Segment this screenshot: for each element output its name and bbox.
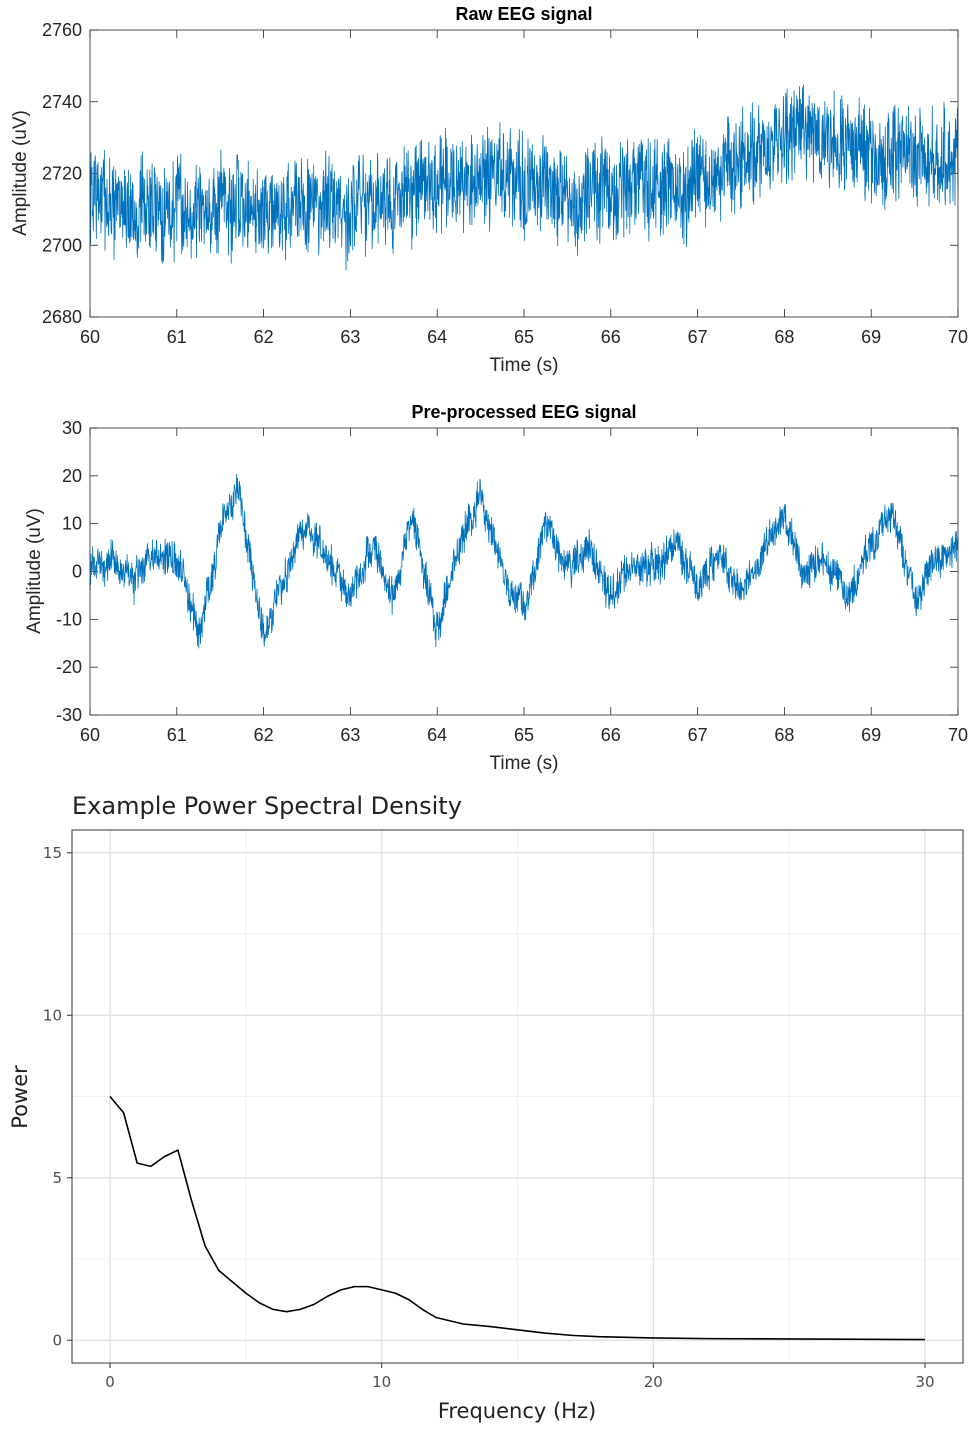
y-tick-label: 30 [62,418,82,438]
x-tick-labels: 60 61 62 63 64 65 66 67 68 69 70 [80,327,968,347]
y-tick-label: 2740 [42,92,82,112]
x-tick-label: 69 [861,725,881,745]
y-tick-label: 2700 [42,235,82,255]
x-tick-label: 63 [340,725,360,745]
y-tick-labels: 0 5 10 15 [43,844,62,1350]
x-tick-label: 68 [774,327,794,347]
y-tick-labels: -30 -20 -10 0 10 20 30 [56,418,82,725]
preprocessed-eeg-chart: Pre-processed EEG signal 60 61 62 63 64 65 66 6… [24,402,968,774]
x-tick-labels: 60 61 62 63 64 65 66 67 68 69 70 [80,725,968,745]
psd-chart: Example Power Spectral Density 0 10 20 30 0… [8,792,964,1423]
series-line [109,1095,925,1341]
raw-eeg-chart: Raw EEG signal 60 61 62 63 64 65 66 67 68 69 70 26… [10,4,968,376]
x-tick-label: 68 [774,725,794,745]
x-tick-label: 10 [372,1373,391,1391]
series-line [89,473,959,649]
x-tick-label: 60 [80,725,100,745]
chart-title: Raw EEG signal [455,4,592,24]
y-tick-label: 0 [52,1331,62,1349]
x-tick-label: 64 [427,725,447,745]
y-tick-label: 5 [52,1169,62,1187]
x-axis-label: Time (s) [490,355,559,376]
grid-lines [72,830,963,1363]
y-tick-label: 10 [43,1006,62,1024]
x-tick-label: 67 [688,725,708,745]
x-axis-label: Frequency (Hz) [438,1399,596,1423]
x-tick-label: 0 [105,1373,115,1391]
x-tick-label: 62 [254,327,274,347]
y-tick-label: 2760 [42,20,82,40]
x-axis-label: Time (s) [490,753,559,774]
x-tick-label: 65 [514,725,534,745]
x-tick-label: 66 [601,725,621,745]
y-tick-label: 15 [43,844,62,862]
x-tick-label: 70 [948,327,968,347]
y-tick-labels: 2680 2700 2720 2740 2760 [42,20,82,327]
panel-border [71,829,964,1364]
y-axis-label: Power [8,1065,32,1129]
x-tick-label: 65 [514,327,534,347]
x-tick-label: 66 [601,327,621,347]
axes-box [89,427,959,716]
y-tick-label: -20 [56,657,82,677]
axes-box [89,29,959,318]
x-tick-label: 61 [167,725,187,745]
x-tick-label: 30 [915,1373,934,1391]
series-line [89,84,959,271]
x-tick-label: 69 [861,327,881,347]
x-tick-label: 62 [254,725,274,745]
tick-marks [67,852,926,1368]
y-tick-label: 10 [62,514,82,534]
plot-area [90,428,958,715]
x-tick-label: 67 [688,327,708,347]
chart-title: Pre-processed EEG signal [411,402,636,422]
x-tick-labels: 0 10 20 30 [105,1373,934,1391]
y-tick-label: 2680 [42,307,82,327]
x-tick-label: 61 [167,327,187,347]
y-tick-label: 0 [72,562,82,582]
x-tick-label: 70 [948,725,968,745]
chart-title: Example Power Spectral Density [72,792,462,820]
x-tick-label: 20 [644,1373,663,1391]
x-tick-label: 63 [340,327,360,347]
y-axis-label: Amplitude (uV) [24,508,45,634]
y-axis-label: Amplitude (uV) [10,110,31,236]
y-tick-label: 20 [62,466,82,486]
y-tick-label: -30 [56,705,82,725]
x-tick-label: 64 [427,327,447,347]
x-tick-label: 60 [80,327,100,347]
y-tick-label: 2720 [42,164,82,184]
y-tick-label: -10 [56,609,82,629]
